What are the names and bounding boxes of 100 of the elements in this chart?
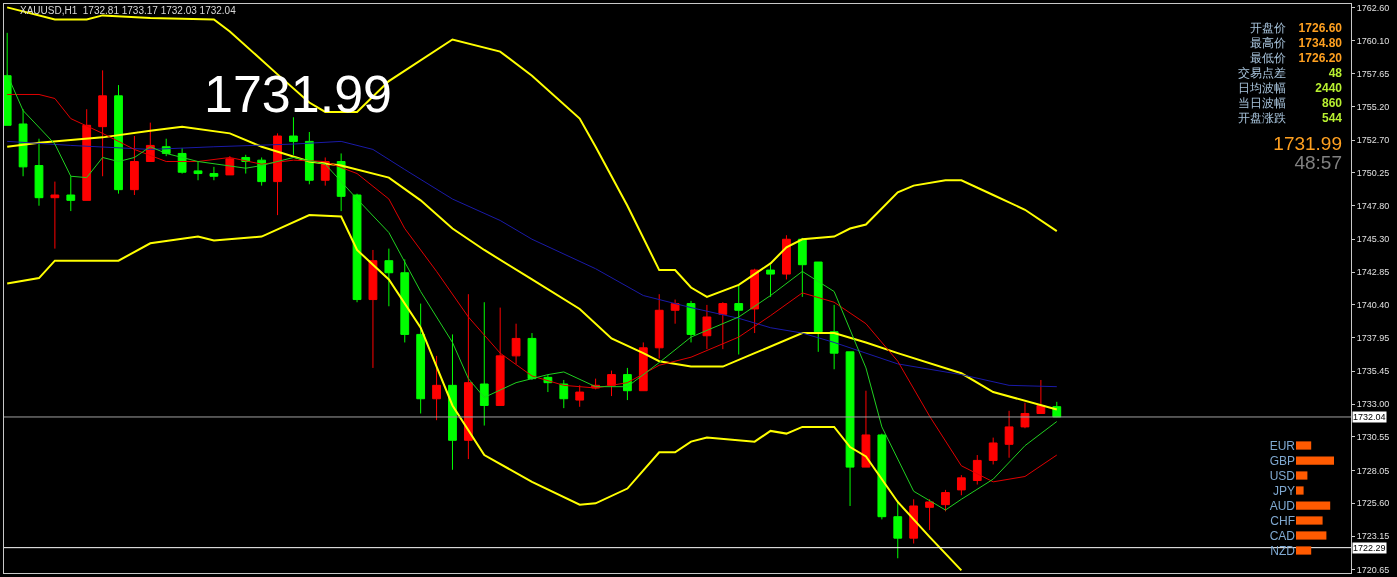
candlestick: [400, 258, 410, 343]
y-tick-label: 1735.45: [1356, 366, 1390, 377]
text: 日均波幅: [1238, 81, 1286, 95]
y-tick-label: 1757.65: [1356, 68, 1390, 79]
candlestick: [432, 355, 441, 421]
candlestick: [209, 166, 219, 181]
y-tick-label: 1747.80: [1356, 200, 1390, 211]
y-tick-label: 1740.40: [1356, 300, 1390, 311]
text: 开盘涨跌: [1238, 111, 1286, 125]
candlestick: [289, 116, 298, 156]
text: 1726.20: [1298, 51, 1342, 65]
candlestick: [416, 303, 426, 414]
y-tick-label: 1728.05: [1356, 465, 1390, 476]
line-series: [6, 6, 1058, 298]
candlestick: [750, 268, 760, 334]
candlestick: [893, 500, 903, 559]
candlestick: [50, 181, 60, 250]
candlestick: [479, 301, 489, 427]
y-tick-label: AUD: [1269, 498, 1296, 513]
y-tick-label: 1730.55: [1356, 432, 1390, 443]
candlestick: [82, 108, 92, 201]
candlestick: [734, 284, 744, 356]
y-tick-label: 1762.60: [1356, 2, 1390, 13]
candlestick: [352, 193, 362, 303]
y-tick-label: EUR: [1269, 438, 1296, 453]
text: 1734.80: [1298, 36, 1342, 50]
y-tick-label: 1752.70: [1356, 135, 1390, 146]
text: 最低价: [1250, 51, 1286, 65]
candlestick: [66, 175, 76, 212]
candlestick: [686, 300, 696, 343]
candlestick: [877, 433, 887, 520]
text: 860: [1321, 96, 1342, 110]
candlestick: [670, 299, 680, 325]
y-tick-label: 1745.30: [1356, 234, 1390, 245]
y-tick-label: 1755.20: [1356, 101, 1390, 112]
text: 544: [1321, 111, 1342, 125]
y-tick-label: 1737.95: [1356, 332, 1390, 343]
candlestick: [34, 138, 44, 207]
line-series: [6, 214, 963, 572]
y-tick-label: 1725.60: [1356, 498, 1390, 509]
y-tick-label: NZD: [1270, 543, 1296, 558]
text: 48: [1328, 66, 1342, 80]
bar: [1296, 546, 1312, 555]
y-tick-label: CHF: [1270, 513, 1295, 528]
candlestick: [193, 161, 203, 181]
candlestick: [607, 370, 616, 397]
text: 1731.99: [1273, 133, 1342, 154]
candlestick: [845, 351, 855, 507]
candlestick: [114, 84, 123, 195]
candlestick: [4, 32, 12, 126]
candlestick: [368, 249, 378, 369]
candlestick: [797, 237, 807, 298]
y-tick-label: CAD: [1269, 528, 1296, 543]
candlestick: [225, 155, 235, 176]
text: 交易点差: [1238, 66, 1286, 80]
text: 2440: [1315, 81, 1342, 95]
candlestick: [18, 108, 28, 177]
bar: [1296, 456, 1334, 465]
candlestick: [925, 498, 934, 531]
candlestick: [384, 248, 394, 307]
candlestick: [861, 390, 871, 468]
candlestick: [988, 437, 998, 465]
text: 48:57: [1294, 152, 1342, 173]
bar: [1296, 471, 1308, 480]
ref-line-label: 1722.29: [1353, 543, 1386, 553]
candlestick: [495, 307, 505, 406]
y-tick-label: 1720.65: [1356, 564, 1390, 575]
ref-line-label: 1732.04: [1353, 412, 1386, 422]
text: 最高价: [1250, 36, 1286, 50]
candlestick: [766, 264, 775, 298]
y-tick-label: USD: [1269, 468, 1296, 483]
candlestick: [654, 293, 664, 360]
y-tick-label: 1760.10: [1356, 36, 1390, 47]
y-tick-label: GBP: [1269, 453, 1295, 468]
y-tick-label: 1723.15: [1356, 531, 1390, 542]
candlestick: [941, 489, 950, 512]
candlestick: [718, 301, 728, 350]
candlestick: [1036, 379, 1046, 414]
candlestick: [511, 323, 521, 365]
candlestick: [559, 379, 569, 409]
y-tick-label: 1750.25: [1356, 168, 1390, 179]
bar: [1296, 441, 1312, 450]
candlestick: [304, 131, 314, 185]
text: 1726.60: [1298, 21, 1342, 35]
y-tick-label: 1733.00: [1356, 399, 1390, 410]
candlestick: [972, 454, 982, 486]
candlestick: [782, 234, 791, 280]
candlestick: [956, 474, 966, 496]
annotation: XAUUSD,H1 1732.81 1733.17 1732.03 1732.04: [20, 5, 236, 16]
y-tick-label: JPY: [1272, 483, 1295, 498]
candlestick: [909, 498, 919, 545]
bar: [1296, 501, 1331, 510]
candlestick: [130, 135, 139, 196]
candlestick: [1004, 410, 1014, 459]
bar: [1296, 516, 1323, 525]
bar: [1296, 531, 1327, 540]
text: 开盘价: [1250, 21, 1286, 35]
candlestick: [463, 293, 473, 460]
bar: [1296, 486, 1304, 495]
text: 当日波幅: [1238, 96, 1286, 110]
